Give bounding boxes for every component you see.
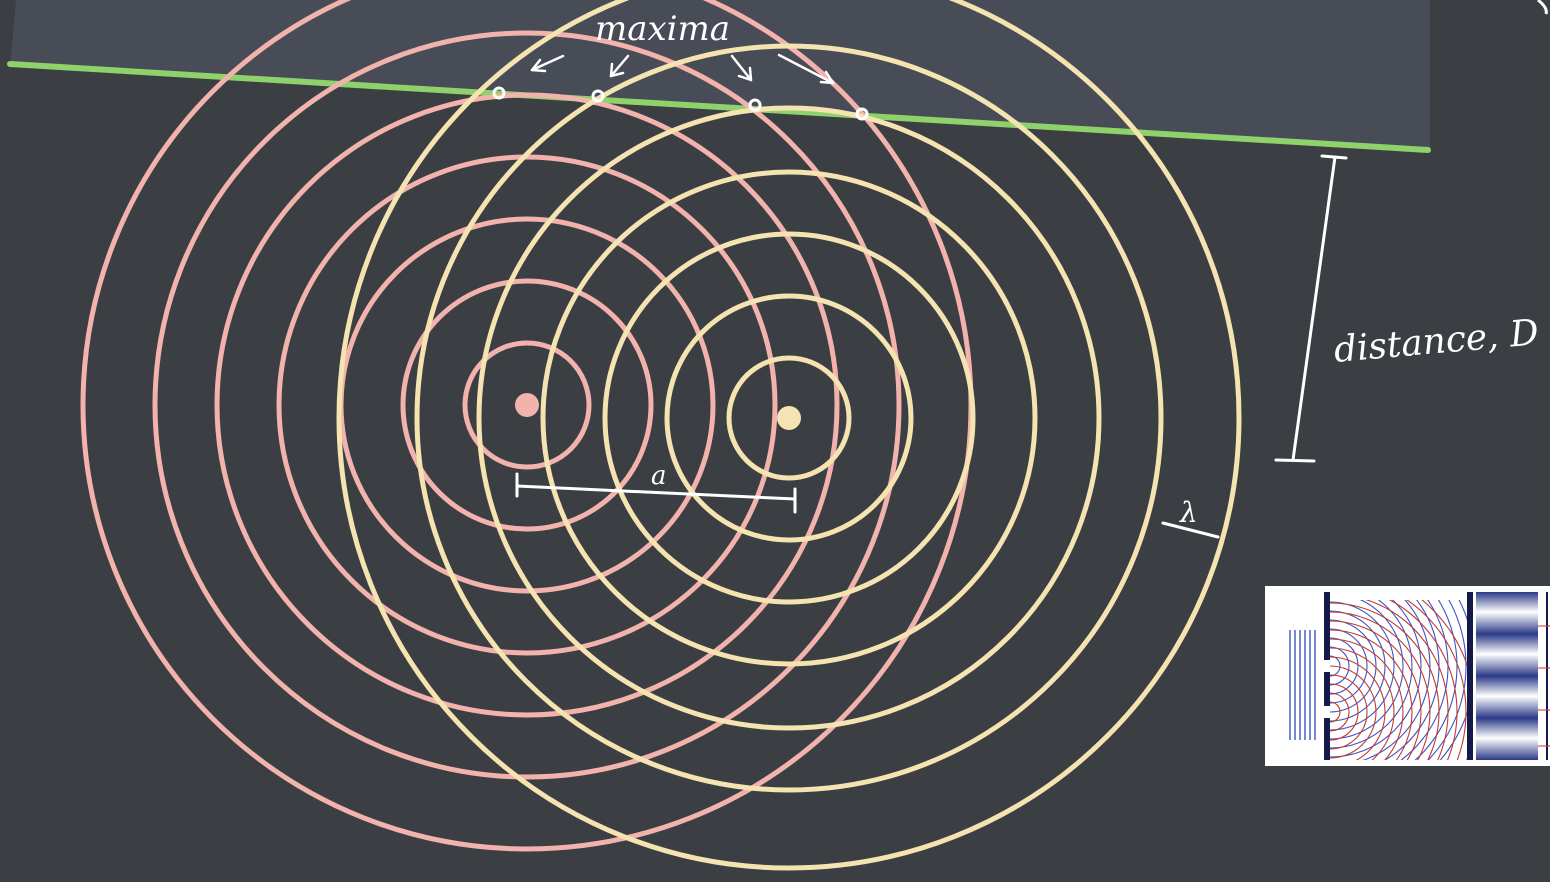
- wavefront-ring: [400, 278, 654, 532]
- reference-wave-arc: [1330, 611, 1431, 760]
- wavefront-ring: [152, 30, 902, 780]
- reference-wave-arc: [1330, 674, 1368, 750]
- wavefront-ring: [414, 43, 1164, 793]
- reference-wave-arc: [1330, 683, 1359, 741]
- wavelength-marker: [1161, 521, 1220, 539]
- wavefront-ring: [726, 355, 852, 481]
- wavefront-ring: [336, 0, 1242, 871]
- wavefront-ring: [476, 105, 1102, 731]
- maxima-label: maxima: [595, 9, 730, 49]
- reference-wave-arc: [1330, 601, 1395, 731]
- screen-edge: [7, 61, 1431, 153]
- maxima-dot-icon: [492, 86, 869, 121]
- distance-label: distance, D: [1332, 312, 1540, 371]
- wavefront-ring: [664, 293, 914, 543]
- reference-wave-arc: [1330, 665, 1377, 759]
- reference-wave-arc: [1330, 647, 1395, 760]
- corner-chalk-mark: [1537, 0, 1548, 15]
- reference-wave-arc: [1330, 629, 1413, 760]
- reference-wave-arc: [1388, 600, 1458, 760]
- reference-wave-arc: [1330, 602, 1440, 760]
- wavefront-ring: [462, 340, 592, 470]
- right-source-wavefronts: [336, 0, 1242, 871]
- reference-wave-arc: [1330, 600, 1413, 749]
- separation-label: a: [651, 461, 667, 491]
- right-source-dot: [777, 406, 801, 430]
- reference-wave-arc: [1330, 637, 1359, 695]
- left-source-dot: [515, 393, 539, 417]
- reference-wave-arc: [1330, 701, 1341, 723]
- reference-wave-arc: [1330, 620, 1422, 760]
- separation-marker: [515, 472, 797, 514]
- reference-wave-arc: [1406, 600, 1467, 760]
- reference-wave-arc: [1330, 600, 1404, 740]
- wavelength-label: λ: [1179, 496, 1198, 529]
- reference-wave-arc: [1330, 692, 1350, 732]
- double-slit-reference-image: [1265, 586, 1550, 766]
- wavefront-ring: [540, 169, 1038, 667]
- reference-wave-arc: [1330, 646, 1350, 686]
- reference-wave-arc: [1414, 600, 1458, 760]
- reference-wave-arc: [1365, 600, 1449, 760]
- reference-wave-arc: [1330, 610, 1386, 722]
- reference-wave-arc: [1330, 638, 1404, 760]
- reference-wave-arc: [1330, 655, 1341, 677]
- reference-wave-arc: [1330, 656, 1386, 760]
- reference-wave-arc: [1362, 600, 1431, 760]
- reference-wave-arc: [1330, 619, 1377, 713]
- reference-wave-arc: [1330, 628, 1368, 704]
- reference-wave-arc: [1427, 600, 1467, 760]
- screen-panel: [10, 0, 1430, 148]
- distance-marker: [1274, 154, 1348, 463]
- reference-wave-arc: [1330, 600, 1422, 758]
- hand-drawn-arrow-icon: [530, 53, 835, 85]
- wavefront-ring: [602, 231, 976, 605]
- wavefront-ring: [214, 92, 840, 718]
